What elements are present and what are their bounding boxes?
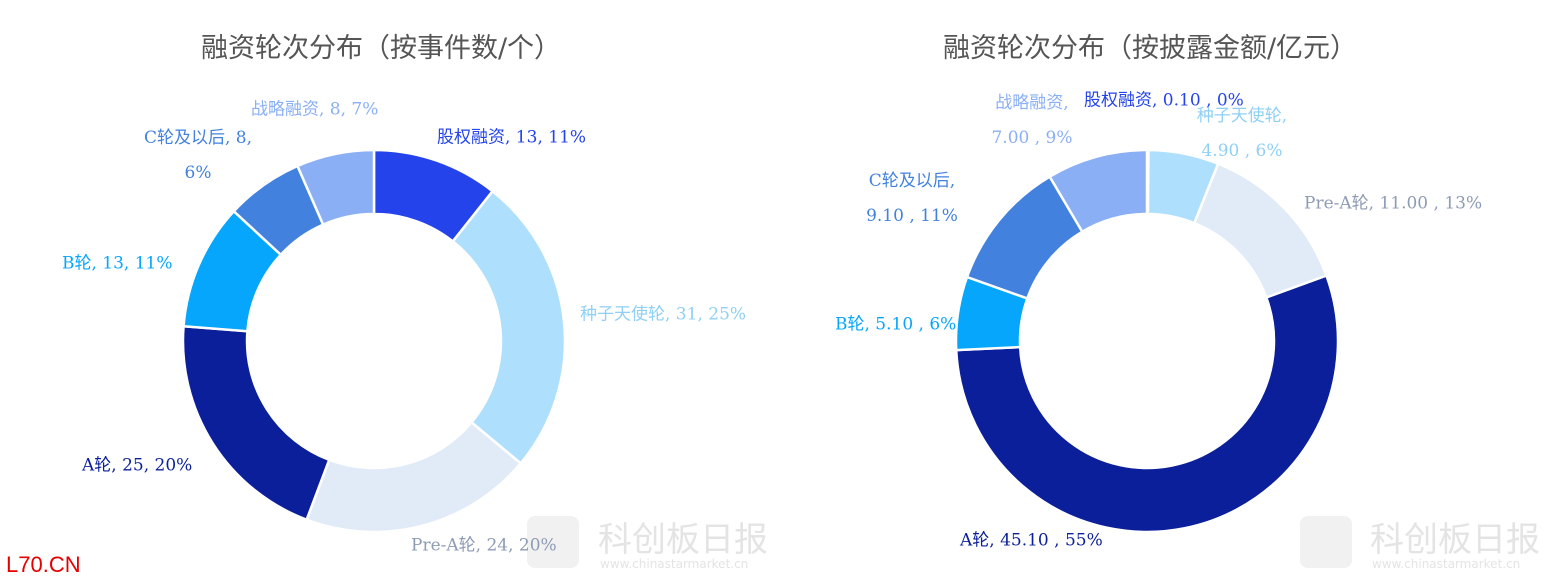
data-label: Pre-A轮, 24, 20%	[411, 535, 557, 556]
corner-label: L70.CN	[6, 552, 81, 577]
donut-slice	[295, 148, 376, 227]
data-label: A轮, 25, 20%	[82, 455, 193, 476]
watermark: 科创板日报	[1370, 520, 1540, 560]
watermark-url: www.chinastarmarket.cn	[1372, 557, 1521, 571]
data-label: B轮, 13, 11%	[62, 253, 173, 274]
data-label: 种子天使轮, 31, 25%	[580, 304, 747, 325]
chart-title: 融资轮次分布（按披露金额/亿元）	[942, 33, 1358, 64]
chart-title: 融资轮次分布（按事件数/个）	[200, 33, 562, 64]
watermark-logo	[527, 516, 579, 568]
data-label: 战略融资, 8, 7%	[251, 99, 379, 120]
data-label: 股权融资, 13, 11%	[437, 127, 587, 148]
donut-slice	[1192, 162, 1329, 300]
data-label: 股权融资, 0.10 , 0%	[1084, 90, 1244, 111]
data-label: A轮, 45.10 , 55%	[960, 530, 1103, 551]
donut-slice	[451, 189, 567, 466]
data-label: Pre-A轮, 11.00 , 13%	[1304, 193, 1483, 214]
donut-slice	[305, 420, 523, 534]
donut-slice	[1048, 148, 1149, 234]
watermark: 科创板日报	[598, 520, 768, 560]
data-label: C轮及以后, 9.10 , 11%	[866, 171, 958, 226]
watermark-logo	[1300, 516, 1352, 568]
donut-slice	[954, 274, 1340, 534]
data-label: B轮, 5.10 , 6%	[835, 314, 957, 335]
data-label: C轮及以后, 8, 6%	[143, 128, 253, 183]
data-label: 种子天使轮, 4.90 , 6%	[1196, 106, 1288, 161]
donut-slice	[181, 324, 331, 522]
data-label: 战略融资, 7.00 , 9%	[991, 93, 1073, 148]
watermark-url: www.chinastarmarket.cn	[600, 557, 749, 571]
